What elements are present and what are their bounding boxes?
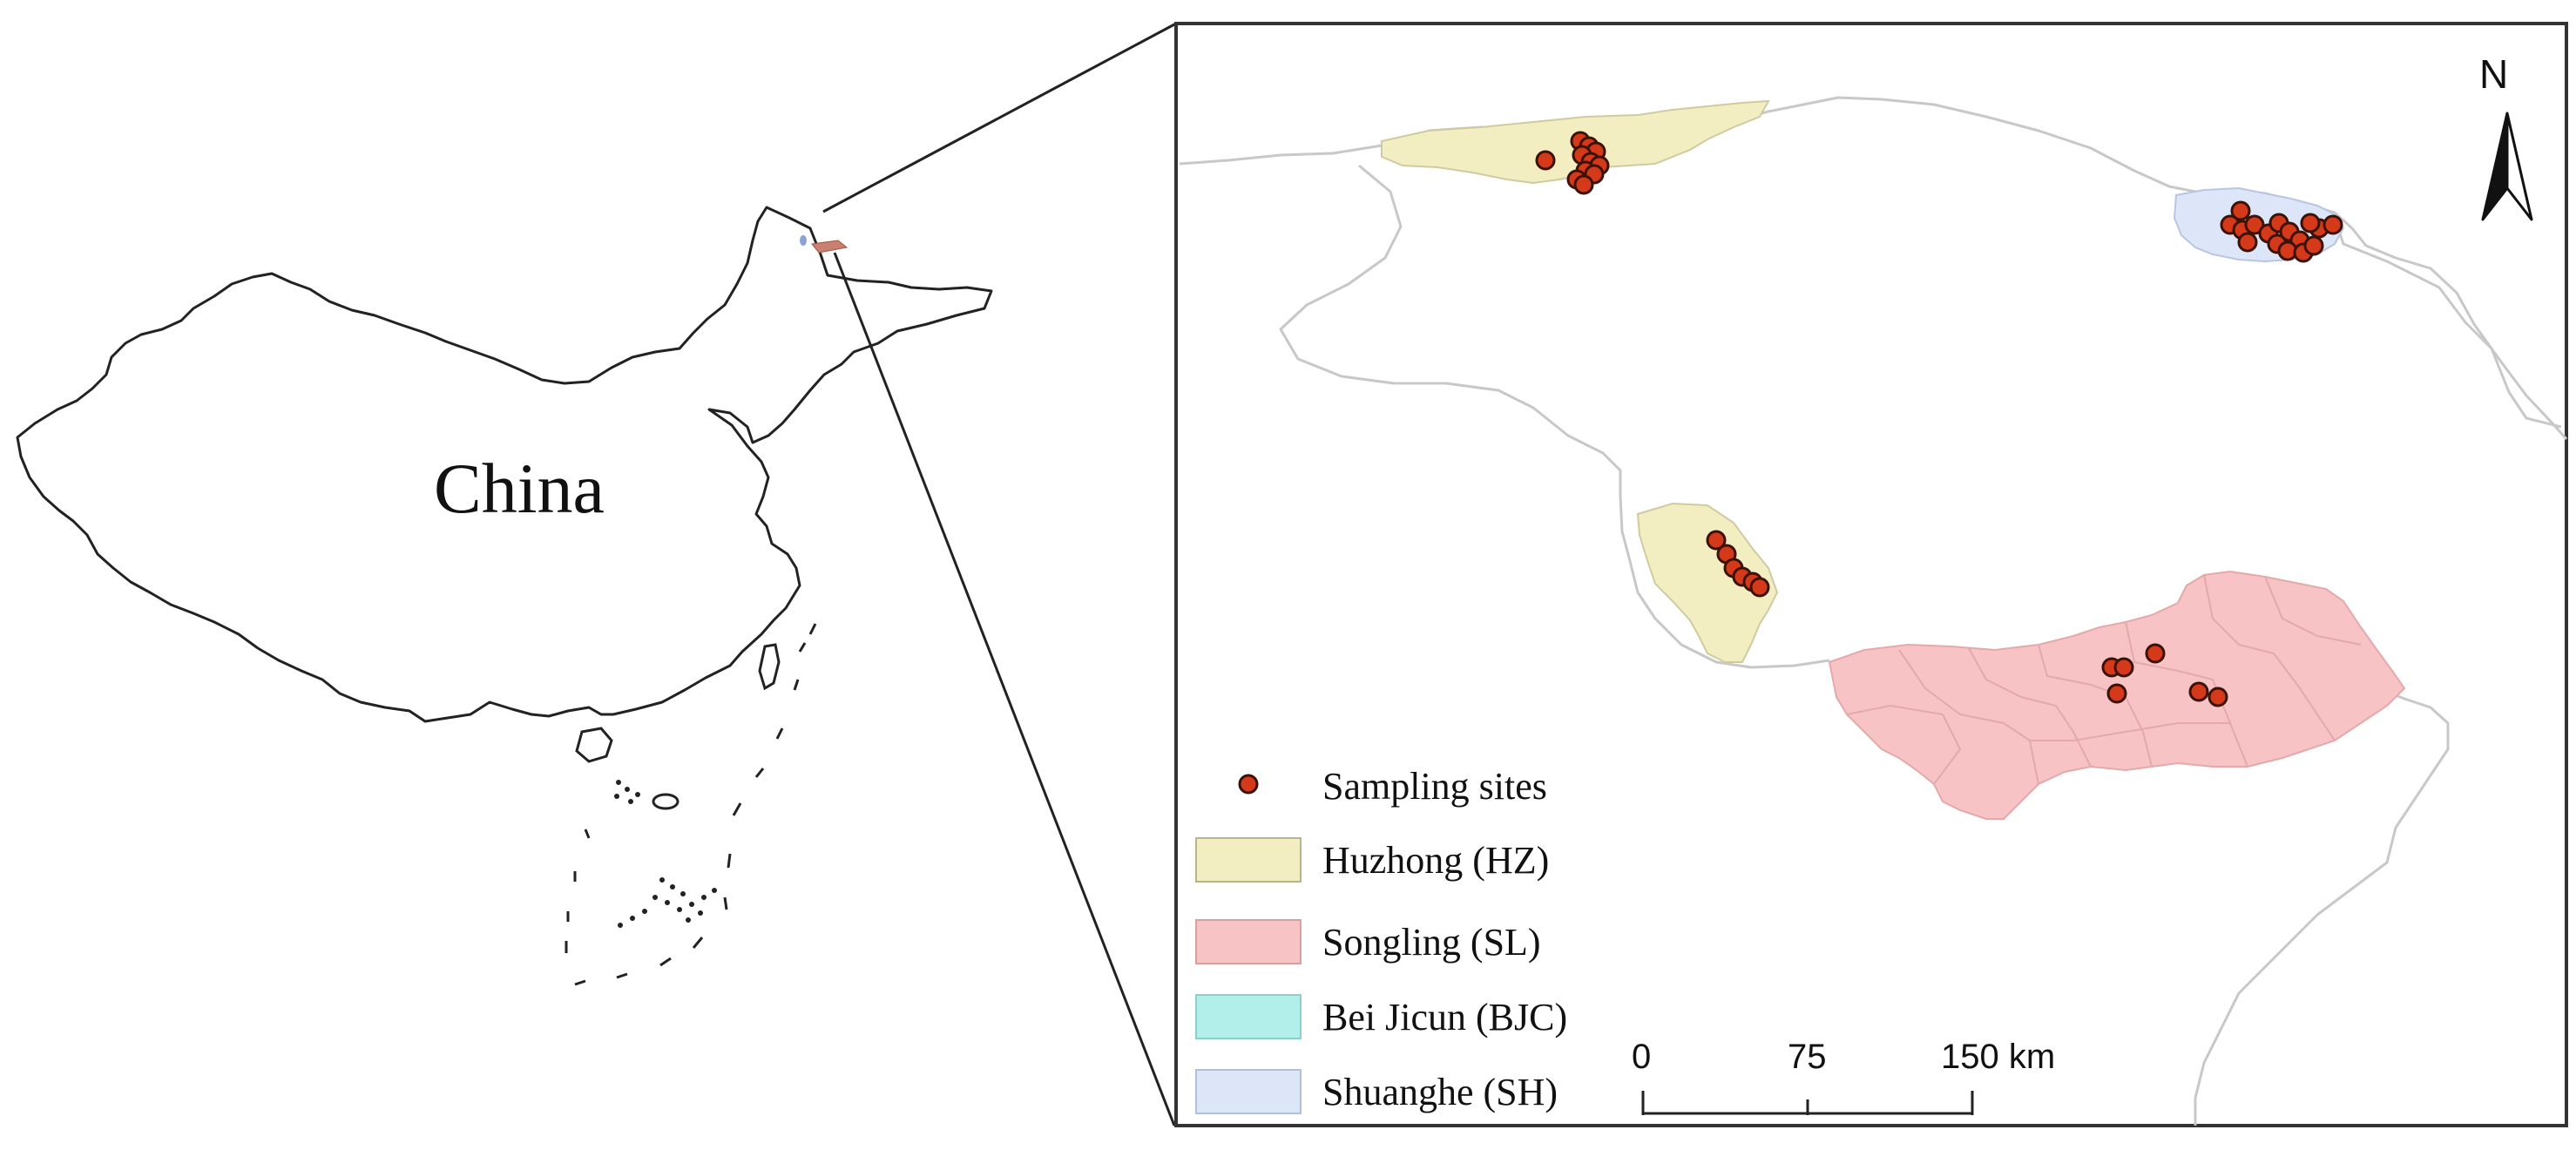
eastern-boundary [2333, 217, 2562, 429]
sampling-site [1573, 174, 1594, 195]
region-huzhong-south [1636, 502, 1779, 663]
legend-label-songling: Songling (SL) [1322, 921, 1541, 964]
south-east-boundary [2194, 669, 2450, 1126]
sampling-site [2303, 235, 2324, 256]
sampling-site [2237, 232, 2258, 253]
north-arrow-label: N [2479, 51, 2509, 97]
sampling-site [1706, 530, 1727, 551]
legend-swatch-bei-jicun [1195, 994, 1302, 1039]
legend-swatch-huzhong [1195, 837, 1302, 883]
scale-tick-150: 150 km [1941, 1038, 2056, 1076]
legend-label-sites: Sampling sites [1322, 765, 1547, 808]
zoom-connector-lines [822, 22, 1177, 1126]
sampling-site [1749, 577, 1770, 598]
china-outline [16, 206, 993, 723]
country-label: China [434, 449, 605, 528]
south-china-sea-islands [565, 623, 817, 986]
legend-label-bei-jicun: Bei Jicun (BJC) [1322, 996, 1568, 1038]
sampling-site [1535, 150, 1556, 171]
legend-swatch-songling [1195, 919, 1302, 964]
sampling-site [2230, 200, 2251, 221]
north-arrow-icon [2481, 112, 2533, 221]
sampling-site [2145, 643, 2166, 664]
detail-map-frame [1174, 22, 2568, 1127]
island-dots [614, 780, 717, 928]
island-outline [652, 793, 679, 810]
legend [1195, 774, 1302, 1114]
study-area-marker [800, 235, 849, 254]
songling-subdivisions [1846, 574, 2362, 785]
sampling-site [2188, 681, 2209, 702]
hainan-island [575, 727, 613, 763]
taiwan-island [758, 643, 781, 691]
sampling-site [2113, 657, 2134, 678]
legend-label-huzhong: Huzhong (HZ) [1322, 839, 1550, 882]
sampling-site [2244, 214, 2265, 235]
sampling-site [2106, 683, 2127, 704]
sampling-site [2300, 213, 2321, 233]
scale-bar [1641, 1091, 1974, 1115]
detail-map-panel [1174, 22, 2568, 1127]
legend-site-symbol [1238, 774, 1259, 795]
legend-swatch-shuanghe [1195, 1069, 1302, 1114]
sampling-sites [1535, 131, 2343, 707]
china-overview-map [16, 206, 993, 986]
scale-tick-75: 75 [1788, 1038, 1827, 1076]
western-boundary [1279, 164, 1830, 669]
sampling-site [2322, 214, 2343, 235]
legend-label-shuanghe: Shuanghe (SH) [1322, 1071, 1558, 1113]
scale-tick-0: 0 [1632, 1038, 1652, 1076]
sampling-site [2208, 687, 2228, 707]
